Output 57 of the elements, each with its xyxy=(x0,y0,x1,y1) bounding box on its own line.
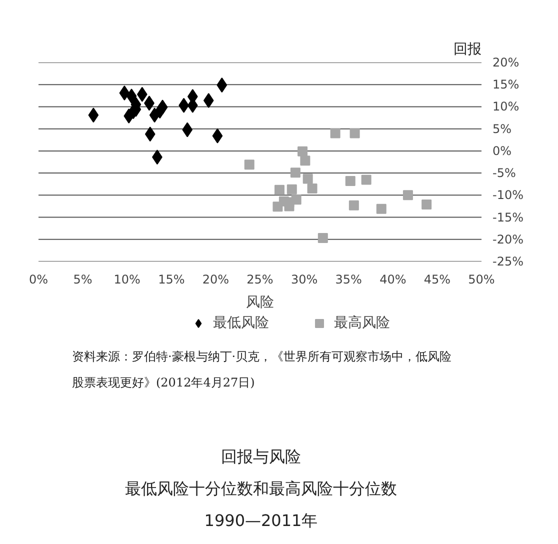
x-tick-label: 20% xyxy=(202,272,230,286)
point xyxy=(300,156,310,166)
text: 最低风险十分位数和最高风险十分位数 1990—2011年 xyxy=(125,479,397,530)
x-tick-label: 15% xyxy=(158,272,185,286)
point xyxy=(157,100,168,115)
x-tick-label: 35% xyxy=(335,272,362,286)
y-tick-label: -20% xyxy=(492,232,524,246)
y-axis-title: 回报 xyxy=(454,42,482,58)
point xyxy=(216,78,228,93)
x-tick-label: 10% xyxy=(114,272,140,286)
point xyxy=(318,233,328,244)
x-tick-label: 45% xyxy=(424,272,451,286)
x-axis-title: 风险 xyxy=(246,294,274,310)
point xyxy=(203,93,214,108)
point xyxy=(330,128,340,138)
x-tick-label: 0% xyxy=(28,272,48,286)
point xyxy=(302,174,313,184)
y-tick-label: 10% xyxy=(492,100,520,114)
point xyxy=(212,128,223,144)
point xyxy=(298,146,308,156)
point xyxy=(361,174,372,185)
point xyxy=(348,200,359,210)
point xyxy=(182,122,193,138)
text: 资料来源：罗伯特·豪根与纳丁·贝克，《世界所有可观察市场中，低风险股票表现更好》(2012年4月27日) xyxy=(72,350,452,390)
x-tick-label: 50% xyxy=(468,272,495,286)
y-tick-label: 0% xyxy=(492,144,512,158)
y-tick-label: -25% xyxy=(492,254,524,268)
point xyxy=(291,194,302,205)
y-tick-label: -15% xyxy=(492,210,524,224)
point xyxy=(119,86,130,101)
y-tick-label: 15% xyxy=(492,78,520,92)
y-tick-label: -10% xyxy=(492,188,524,202)
point xyxy=(88,108,99,123)
point xyxy=(144,126,156,142)
point xyxy=(402,190,413,200)
point xyxy=(136,86,148,102)
x-tick-label: 40% xyxy=(380,272,406,286)
y-tick-label: -5% xyxy=(492,166,516,180)
point xyxy=(126,88,137,104)
point xyxy=(272,202,283,212)
point xyxy=(422,199,432,210)
point xyxy=(350,128,360,138)
point xyxy=(290,168,300,178)
point xyxy=(286,184,297,194)
y-tick-label: 5% xyxy=(492,122,512,136)
point xyxy=(244,160,254,170)
x-tick-label: 25% xyxy=(246,272,274,286)
legend-label: 最低风险 xyxy=(213,314,269,332)
x-tick-label: 5% xyxy=(73,272,92,286)
point xyxy=(345,176,356,186)
text: 回报与风险 xyxy=(221,447,301,466)
point xyxy=(307,184,318,194)
x-tick-label: 30% xyxy=(290,272,318,286)
point xyxy=(376,204,386,214)
legend-label: 最高风险 xyxy=(334,314,390,332)
y-tick-label: 20% xyxy=(492,56,520,70)
point xyxy=(274,184,284,195)
